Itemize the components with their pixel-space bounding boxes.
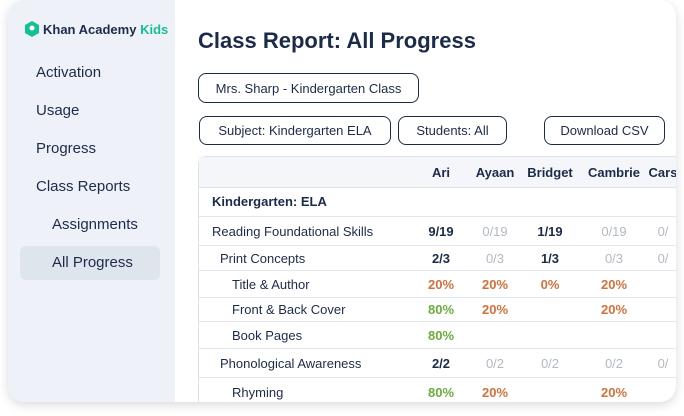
row-label: Print Concepts: [220, 250, 306, 266]
subject-select[interactable]: Subject: Kindergarten ELA: [199, 116, 391, 145]
score-cell: 80%: [427, 302, 455, 317]
score-cell: 2/3: [431, 250, 451, 266]
score-cell: 0/3: [485, 250, 505, 266]
column-header: Cambrie: [587, 165, 641, 180]
score-cell: 0/19: [601, 223, 627, 239]
score-cell: 20%: [427, 276, 455, 292]
logo-suffix: Kids: [140, 22, 169, 37]
row-divider: [199, 348, 676, 349]
row-label: Book Pages: [232, 327, 303, 343]
score-cell: 0/2: [485, 355, 505, 371]
download-button[interactable]: Download CSV: [544, 116, 665, 145]
score-cell: 80%: [427, 327, 455, 343]
column-header: Ari: [431, 165, 451, 180]
nav-item[interactable]: Class Reports: [36, 178, 131, 195]
score-cell: 80%: [427, 384, 455, 400]
row-label: Front & Back Cover: [232, 302, 346, 317]
sidebar: Khan Academy Kids Activation Usage Progres…: [8, 0, 175, 402]
nav-item[interactable]: Assignments: [52, 216, 138, 233]
nav-item[interactable]: Progress: [36, 140, 97, 157]
score-cell: 20%: [481, 302, 509, 317]
score-cell: 0/2: [540, 355, 560, 371]
row-divider: [199, 270, 676, 271]
score-cell: 20%: [600, 302, 628, 317]
row-label: Rhyming: [232, 384, 284, 400]
score-cell: 1/19: [537, 223, 563, 239]
score-cell: 1/3: [540, 250, 560, 266]
row-label: Phonological Awareness: [220, 355, 362, 371]
score-cell: 20%: [481, 276, 509, 292]
score-cell: 0/3: [604, 250, 624, 266]
logo-icon: [25, 21, 39, 37]
score-cell: 20%: [600, 384, 628, 400]
progress-table: Ari Ayaan Bridget Cambrie Cars Kindergarten: …: [198, 156, 676, 402]
row-divider: [199, 377, 676, 378]
score-cell: 0/: [657, 355, 669, 371]
row-divider: [199, 321, 676, 322]
nav-highlight: [20, 246, 160, 280]
score-cell: 9/19: [428, 223, 454, 239]
table-header: [199, 157, 676, 188]
logo: Khan Academy Kids: [43, 22, 168, 37]
nav-item[interactable]: Activation: [36, 64, 102, 81]
nav-item[interactable]: Usage: [36, 102, 80, 119]
row-label: Title & Author: [232, 276, 310, 292]
row-divider: [199, 297, 676, 298]
score-cell: 20%: [600, 276, 628, 292]
column-header: Ayaan: [475, 165, 515, 180]
report-window: Khan Academy Kids Activation Usage Progres…: [8, 0, 676, 402]
class-select[interactable]: Mrs. Sharp - Kindergarten Class: [198, 73, 419, 103]
nav-item[interactable]: All Progress: [52, 254, 133, 271]
score-cell: 0/: [657, 223, 669, 239]
score-cell: 0/: [657, 250, 669, 266]
score-cell: 2/2: [431, 355, 451, 371]
row-label: Reading Foundational Skills: [212, 223, 374, 239]
row-label: Kindergarten: ELA: [212, 194, 327, 209]
score-cell: 0%: [540, 276, 560, 292]
column-header: Bridget: [527, 165, 573, 180]
logo-brand: Khan Academy: [43, 22, 137, 37]
score-cell: 20%: [481, 384, 509, 400]
page-title: Class Report: All Progress: [198, 28, 476, 53]
row-divider: [199, 216, 676, 217]
column-header: Cars: [648, 165, 676, 180]
students-select[interactable]: Students: All: [398, 116, 507, 145]
row-divider: [199, 245, 676, 246]
score-cell: 0/2: [604, 355, 624, 371]
score-cell: 0/19: [482, 223, 508, 239]
